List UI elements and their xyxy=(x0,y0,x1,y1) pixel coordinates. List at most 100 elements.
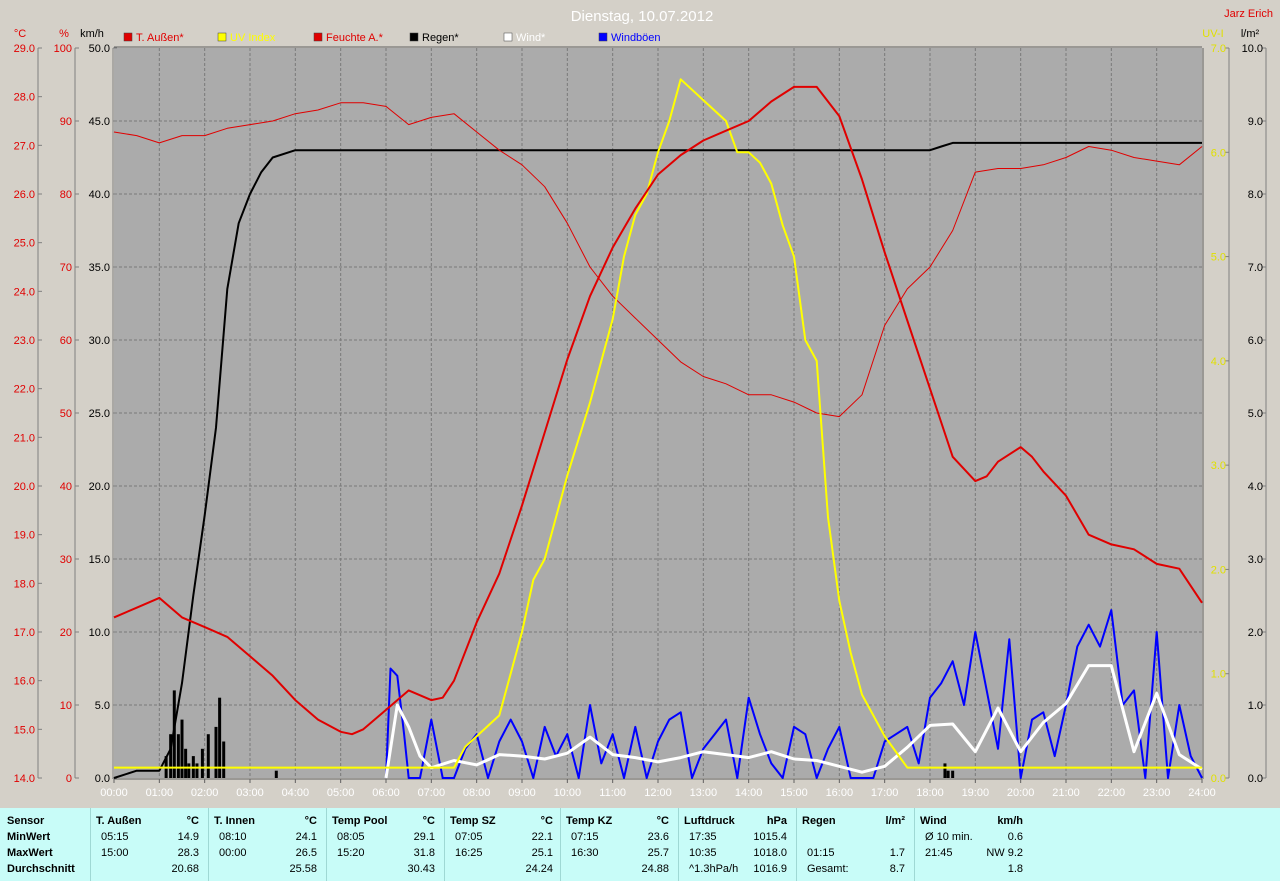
stats-min-value: 1015.4 xyxy=(753,831,787,843)
stats-title: T. Innen xyxy=(214,815,255,827)
axis-label-wind: 15.0 xyxy=(89,554,110,566)
stats-max-time: 15:00 xyxy=(101,847,129,859)
stats-max-time: 16:30 xyxy=(571,847,599,859)
axis-label-wind: 50.0 xyxy=(89,43,110,55)
x-axis-label: 07:00 xyxy=(418,787,446,799)
stats-avg-note: Gesamt: xyxy=(807,863,849,875)
axis-label-humidity: 60 xyxy=(60,335,72,347)
statistics-panel: Sensor MinWert MaxWert Durchschnitt T. Außen… xyxy=(0,808,1280,881)
axis-label-rain: 4.0 xyxy=(1248,481,1263,493)
axis-label-humidity: 100 xyxy=(54,43,72,55)
stats-max-value: 25.7 xyxy=(647,847,669,859)
axis-label-rain: 2.0 xyxy=(1248,627,1263,639)
axis-label-temp: 29.0 xyxy=(14,43,35,55)
axis-label-temp: 26.0 xyxy=(14,189,35,201)
stats-avg-value: 8.7 xyxy=(889,863,905,875)
rain-bar xyxy=(946,770,950,778)
axis-label-temp: 23.0 xyxy=(14,335,35,347)
x-axis-label: 17:00 xyxy=(871,787,899,799)
stats-min-value: 29.1 xyxy=(413,831,435,843)
rain-bar xyxy=(187,763,191,778)
stats-title: T. Außen xyxy=(96,815,142,827)
x-axis-label: 14:00 xyxy=(735,787,763,799)
legend-swatch xyxy=(123,32,133,42)
stats-min-time: Ø 10 min. xyxy=(925,831,973,843)
stats-max-time: 10:35 xyxy=(689,847,717,859)
series-line-regen xyxy=(113,141,1202,779)
axis-label-humidity: 80 xyxy=(60,189,72,201)
stats-min-time: 08:10 xyxy=(219,831,247,843)
axis-label-temp: 27.0 xyxy=(14,140,35,152)
stats-max-value: 1.7 xyxy=(889,847,905,859)
axis-label-wind: 30.0 xyxy=(89,335,110,347)
axis-label-uv: 1.0 xyxy=(1211,669,1226,681)
series-layer xyxy=(113,78,1203,779)
series-line-uv-index xyxy=(114,78,1202,769)
axis-label-humidity: 10 xyxy=(60,700,72,712)
unit-rain: l/m² xyxy=(1241,28,1260,40)
x-axis-label: 09:00 xyxy=(508,787,536,799)
x-axis-label: 18:00 xyxy=(916,787,944,799)
legend-label: T. Außen* xyxy=(136,32,184,44)
legend-label: Wind* xyxy=(516,32,546,44)
axis-label-temp: 25.0 xyxy=(14,238,35,250)
stats-min-time: 05:15 xyxy=(101,831,129,843)
legend-label: Regen* xyxy=(422,32,459,44)
axis-label-wind: 20.0 xyxy=(89,481,110,493)
stats-block-luftdruck: Luftdruck hPa 17:35 1015.4 10:35 1018.0 ^1.3hP… xyxy=(678,808,797,881)
unit-temp: °C xyxy=(14,28,26,40)
axis-label-rain: 9.0 xyxy=(1248,116,1263,128)
stats-unit: km/h xyxy=(997,815,1023,827)
rain-bar xyxy=(184,748,188,778)
stats-title: Temp Pool xyxy=(332,815,388,827)
stats-min-value: 22.1 xyxy=(531,831,553,843)
stats-unit: l/m² xyxy=(885,815,905,827)
stats-max-value: 28.3 xyxy=(177,847,199,859)
legend-swatch xyxy=(313,32,323,42)
stats-avg-value: 20.68 xyxy=(171,863,199,875)
author-label: Jarz Erich xyxy=(1224,8,1273,20)
stats-max-value: NW 9.2 xyxy=(986,847,1023,859)
stats-row-label: Sensor xyxy=(7,815,45,827)
legend-swatch xyxy=(217,32,227,42)
axis-label-uv: 2.0 xyxy=(1211,564,1226,576)
axis-label-rain: 7.0 xyxy=(1248,262,1263,274)
axis-label-humidity: 70 xyxy=(60,262,72,274)
stats-title: Wind xyxy=(920,815,947,827)
axis-label-temp: 22.0 xyxy=(14,384,35,396)
unit-uv: UV-I xyxy=(1202,28,1223,40)
x-axis-label: 02:00 xyxy=(191,787,219,799)
x-axis-label: 12:00 xyxy=(644,787,672,799)
axis-label-temp: 15.0 xyxy=(14,724,35,736)
stats-title: Luftdruck xyxy=(684,815,735,827)
stats-block-t-au-en: T. Außen °C 05:15 14.9 15:00 28.3 20.68 xyxy=(90,808,209,881)
stats-avg-value: 24.88 xyxy=(641,863,669,875)
x-axis-label: 05:00 xyxy=(327,787,355,799)
axis-label-wind: 0.0 xyxy=(95,773,110,785)
axis-label-wind: 35.0 xyxy=(89,262,110,274)
stats-min-value: 24.1 xyxy=(295,831,317,843)
rain-bar xyxy=(222,741,226,778)
grid-lines xyxy=(114,48,1202,778)
unit-wind: km/h xyxy=(80,28,104,40)
rain-bar xyxy=(214,726,218,778)
rain-bar xyxy=(274,770,278,778)
stats-block-temp-sz: Temp SZ °C 07:05 22.1 16:25 25.1 24.24 xyxy=(444,808,563,881)
axis-label-rain: 8.0 xyxy=(1248,189,1263,201)
stats-block-regen: Regen l/m² 01:15 1.7 Gesamt: 8.7 xyxy=(796,808,915,881)
legend-swatch xyxy=(503,32,513,42)
legend-label: Feuchte A.* xyxy=(326,32,384,44)
axis-label-humidity: 90 xyxy=(60,116,72,128)
rain-bar xyxy=(200,748,204,778)
axis-label-humidity: 30 xyxy=(60,554,72,566)
rain-bar xyxy=(195,763,199,778)
stats-min-time: 07:15 xyxy=(571,831,599,843)
stats-row-label: MaxWert xyxy=(7,847,53,859)
stats-unit: °C xyxy=(186,815,199,827)
axis-label-temp: 21.0 xyxy=(14,432,35,444)
x-axis-label: 00:00 xyxy=(100,787,128,799)
legend-label: UV Index xyxy=(230,32,276,44)
axis-label-humidity: 50 xyxy=(60,408,72,420)
x-axis-label: 23:00 xyxy=(1143,787,1171,799)
legend-swatch xyxy=(409,32,419,42)
